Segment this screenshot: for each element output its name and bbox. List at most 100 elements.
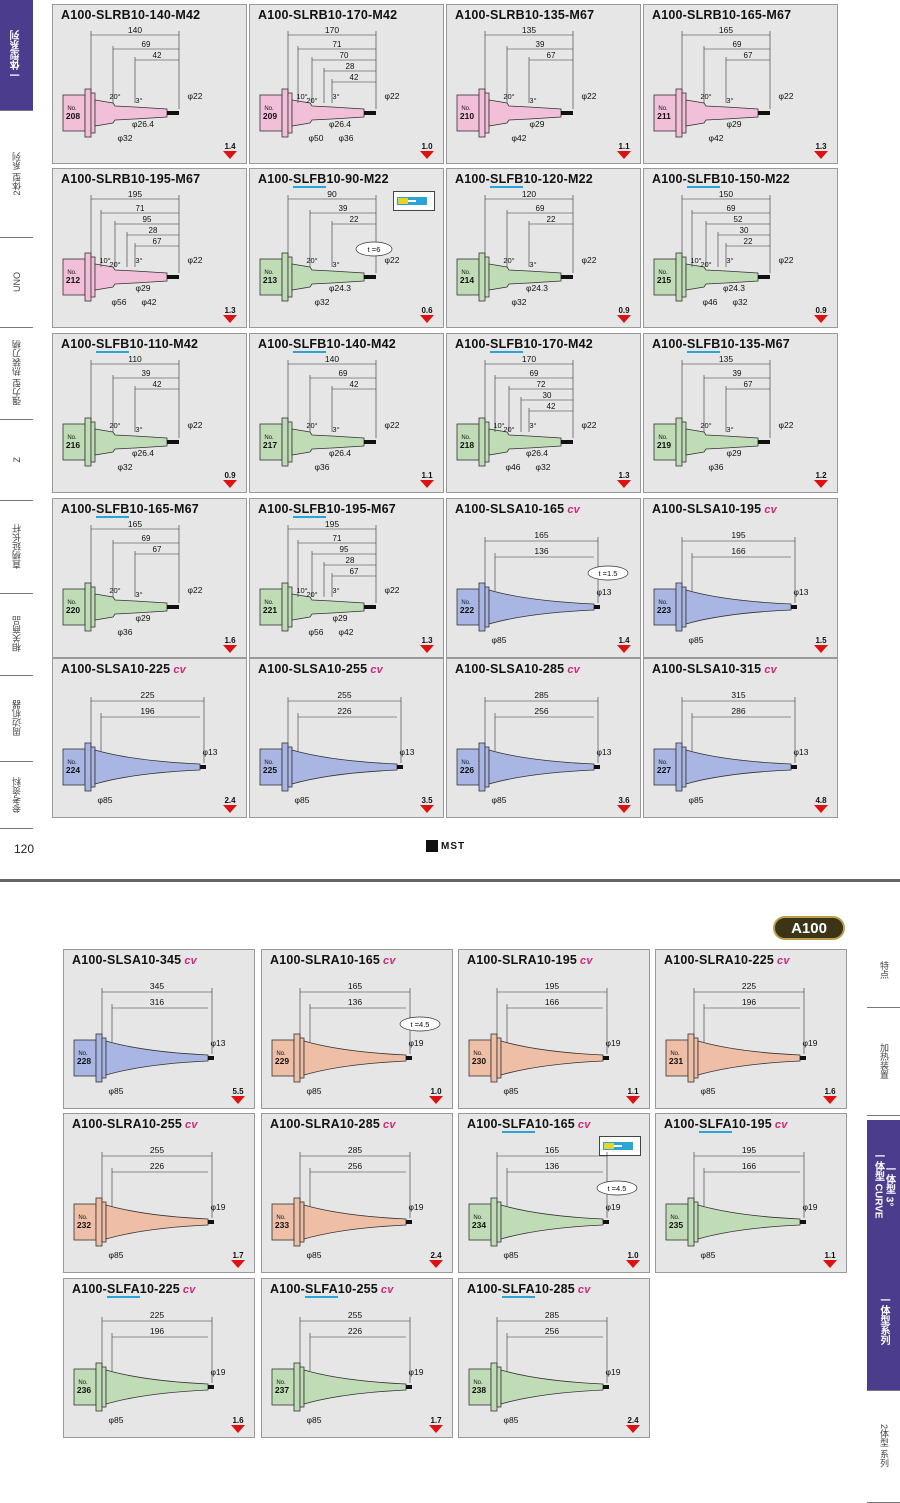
tool-tip: [167, 275, 179, 279]
dim-inner-length: 136: [545, 1161, 559, 1171]
code-prefix: A100-: [72, 1117, 108, 1131]
holder-collar: [299, 1201, 305, 1243]
product-code: A100-SLSA10-195 cv: [652, 502, 777, 516]
dim-step-length: 71: [136, 204, 145, 213]
dim-step-length: 67: [153, 237, 162, 246]
right-tab[interactable]: 加热装置: [867, 1007, 900, 1116]
weight-value: 1.2: [815, 471, 827, 480]
code-prefix: A100-: [664, 1117, 700, 1131]
dim-tip-diameter: φ13: [794, 747, 809, 757]
tool-step-body: [291, 593, 365, 621]
dim-angle: 3°: [529, 421, 536, 430]
dim-mid-diameter: φ29: [727, 448, 742, 458]
right-tab-label: 加热装置: [879, 1043, 889, 1079]
product-card: A100-SLFB10-195-M67 No. 221 195 71 95 28 67 10° 2…: [249, 498, 444, 658]
code-suffix: 10-90-M22: [326, 172, 389, 186]
holder-flange: [281, 582, 289, 632]
tool-tip: [167, 440, 179, 444]
code-prefix: A100-: [258, 337, 294, 351]
tool-cone: [685, 749, 792, 785]
no-label: No.: [67, 270, 77, 276]
left-tab[interactable]: 周边机器: [0, 675, 33, 762]
product-code: A100-SLSA10-315 cv: [652, 662, 777, 676]
dim-total-length: 285: [348, 1145, 362, 1155]
product-number: 232: [77, 1220, 91, 1230]
tool-cone: [94, 749, 201, 785]
dim-base2-diameter: φ32: [733, 297, 748, 307]
left-tab[interactable]: UNO: [0, 237, 33, 328]
left-tab[interactable]: Z: [0, 419, 33, 501]
product-card: A100-SLFA10-165 cv No. 234 165 136 φ19 φ85 t =4.…: [458, 1113, 650, 1273]
weight-arrow-icon: [617, 151, 631, 159]
left-tab[interactable]: 相关商品: [0, 593, 33, 676]
holder-flange: [675, 252, 683, 302]
left-tab-column: 一体型系列 2体型 系列 UNO 强力型 热装刀柄 Z 直柄延长杆相关商品 周边机器 参考资料: [0, 0, 33, 829]
product-code: A100-SLFB10-110-M42: [61, 337, 198, 353]
left-tab[interactable]: 2体型 系列: [0, 110, 33, 238]
code-highlight: SLFB: [687, 337, 721, 353]
product-number: 208: [66, 111, 80, 121]
dim-step-length: 71: [333, 534, 342, 543]
dim-tip-diameter: φ22: [582, 255, 597, 265]
dim-tip-diameter: φ19: [606, 1038, 621, 1048]
weight-arrow-icon: [223, 805, 237, 813]
dim-step-length: 69: [530, 369, 539, 378]
tool-cone: [685, 589, 792, 625]
dim-tip-diameter: φ22: [779, 255, 794, 265]
left-tab[interactable]: 直柄延长杆: [0, 500, 33, 594]
dim-inner-length: 166: [742, 1161, 756, 1171]
dim-total-length: 165: [719, 25, 733, 35]
product-code: A100-SLFB10-150-M22: [652, 172, 790, 188]
tool-cone: [105, 1369, 209, 1405]
left-tab-label: 直柄延长杆: [12, 524, 22, 569]
right-tab[interactable]: 一体型 3° 一体型 CURVE: [867, 1120, 900, 1251]
dim-angle: 10°: [493, 421, 504, 430]
dim-angle: 20°: [306, 590, 317, 599]
no-label: No.: [67, 760, 77, 766]
weight-indicator: 1.0: [428, 1087, 444, 1104]
dim-angle: 3°: [726, 425, 733, 434]
curve-mark: cv: [380, 1284, 394, 1296]
tool-diagram: No.226 285 256 φ13 φ85: [456, 690, 612, 805]
tool-cone: [488, 749, 595, 785]
code-suffix: 10-285: [534, 1282, 575, 1296]
dim-angle: 20°: [109, 260, 120, 269]
product-card: A100-SLRB10-140-M42 No. 208 140 69 42 20° 3° φ22…: [52, 4, 247, 164]
product-number: 212: [66, 275, 80, 285]
dim-base2-diameter: φ42: [142, 297, 157, 307]
weight-value: 1.7: [430, 1416, 442, 1425]
curve-mark: cv: [370, 664, 383, 676]
coolant-icon: [393, 191, 435, 211]
thickness-bubble: [399, 1016, 441, 1032]
dim-mid-diameter: φ29: [530, 119, 545, 129]
right-tab[interactable]: 特点: [867, 932, 900, 1008]
weight-value: 1.7: [232, 1251, 244, 1260]
left-tab[interactable]: 参考资料: [0, 761, 33, 829]
code-prefix: A100-: [61, 172, 97, 186]
left-tab[interactable]: 一体型系列: [0, 0, 33, 111]
weight-arrow-icon: [617, 315, 631, 323]
code-prefix: A100-: [258, 502, 294, 516]
dim-total-length: 255: [150, 1145, 164, 1155]
weight-arrow-icon: [626, 1260, 640, 1268]
left-tab[interactable]: 强力型 热装刀柄: [0, 327, 33, 420]
dim-base-diameter: φ85: [689, 635, 704, 645]
tool-diagram: No.237 255 226 φ19 φ85: [271, 1310, 424, 1425]
right-tab[interactable]: 2体型 系列: [867, 1390, 900, 1503]
holder-collar: [287, 586, 293, 628]
dim-total-length: 165: [534, 530, 548, 540]
dim-angle: 3°: [135, 96, 142, 105]
product-code: A100-SLSA10-165 cv: [455, 502, 580, 516]
holder-flange: [95, 1033, 103, 1083]
dim-thickness: t =1.5: [599, 569, 618, 578]
dim-angle: 20°: [503, 92, 514, 101]
code-suffix: SLRB10-170-M42: [293, 8, 398, 22]
weight-value: 3.6: [618, 796, 630, 805]
curve-mark: cv: [184, 955, 197, 967]
no-label: No.: [658, 435, 668, 441]
product-card: A100-SLRB10-170-M42 No. 209 170 71 70 28 42 10° 2…: [249, 4, 444, 164]
right-tab[interactable]: 一体型系列: [867, 1250, 900, 1391]
dim-base-diameter: φ85: [701, 1250, 716, 1260]
product-card: A100-SLRA10-165 cv No. 229 165 136 φ19 φ85 t =4.…: [261, 949, 453, 1109]
product-number: 233: [275, 1220, 289, 1230]
